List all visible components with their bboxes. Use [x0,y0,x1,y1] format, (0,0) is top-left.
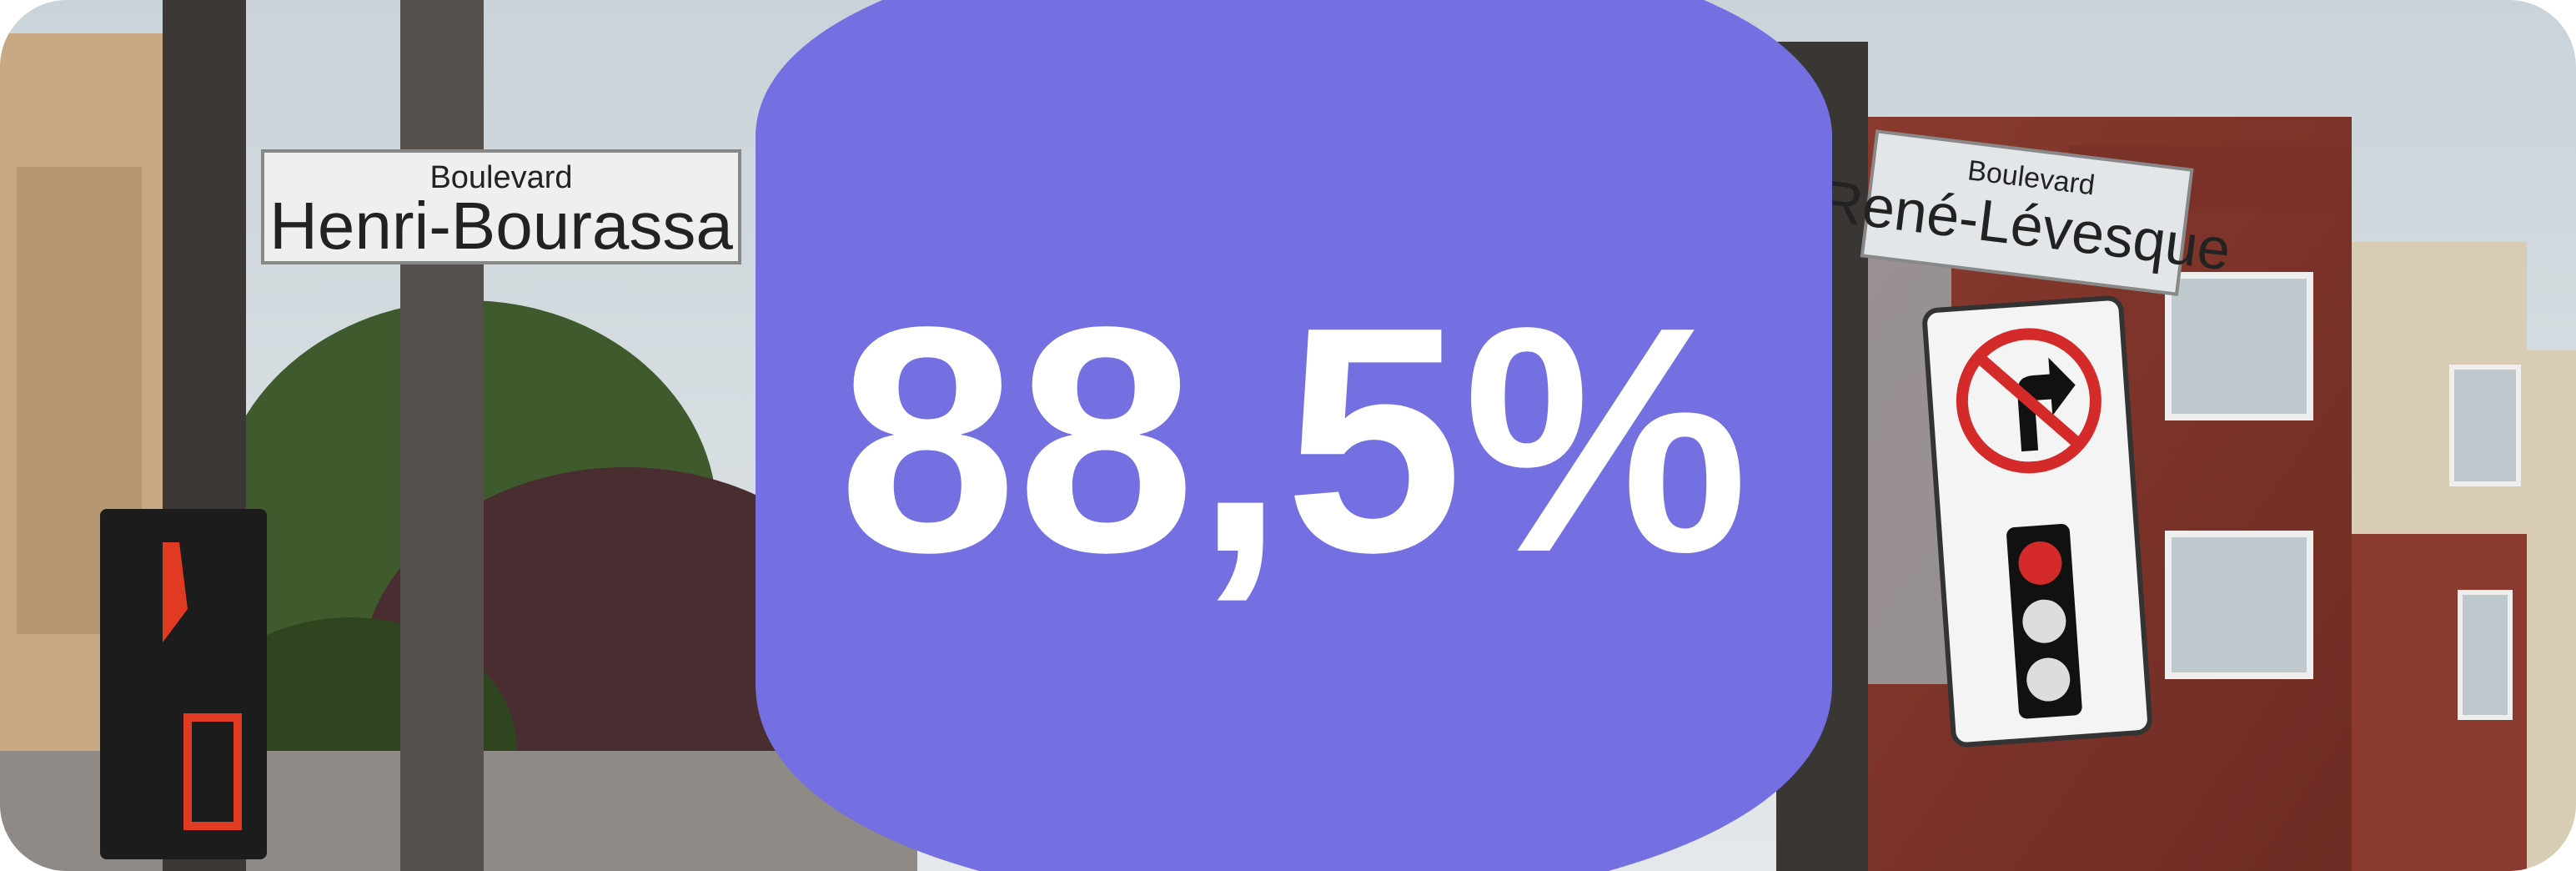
highlight-shape [756,0,1832,871]
pedestrian-signal [100,509,267,859]
sign-text: Henri-Bourassa [269,189,733,263]
street-sign: Boulevard René-Lévesque [1817,129,2234,296]
pole [400,0,484,871]
stat-value: 88,5% [838,259,1749,619]
street-sign [261,149,741,264]
sign-text: Boulevard [429,160,572,195]
traffic-sign [1922,295,2152,748]
